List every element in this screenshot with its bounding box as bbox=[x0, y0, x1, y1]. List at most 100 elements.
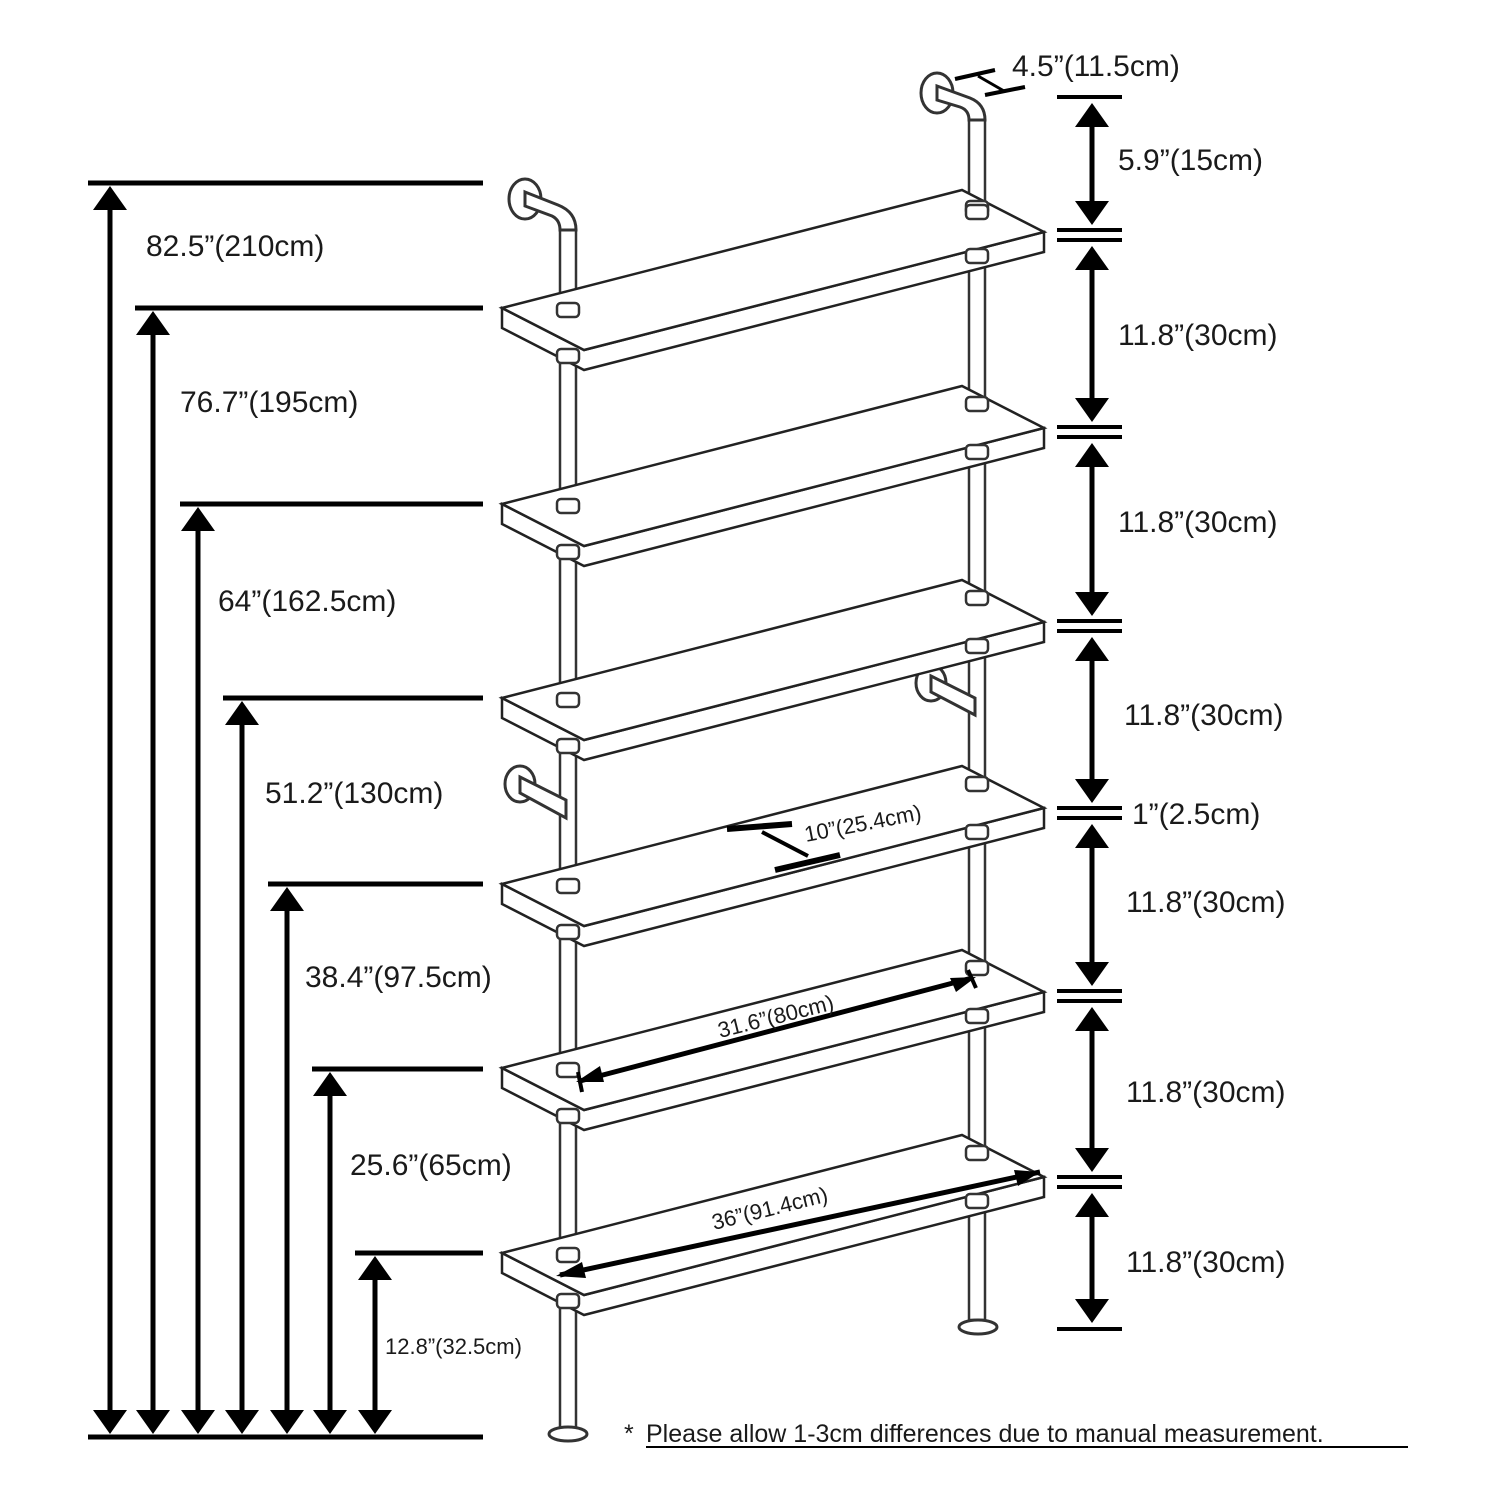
right-pipe-3 bbox=[967, 648, 987, 787]
top-depth-arrow bbox=[977, 74, 1005, 93]
height-arrowhead-top-7 bbox=[358, 1256, 392, 1280]
gap-6-arrowhead-top bbox=[1075, 1193, 1109, 1217]
height-arrowhead-top-6 bbox=[313, 1072, 347, 1096]
inner-width-arrow bbox=[579, 975, 973, 1084]
left-pipe-6 bbox=[558, 1300, 578, 1430]
height-arrowhead-bottom-4 bbox=[225, 1410, 259, 1434]
gap-dimensions bbox=[954, 68, 1122, 1331]
gap-5-arrowhead-bottom bbox=[1075, 1148, 1109, 1172]
height-arrowhead-top-3 bbox=[181, 507, 215, 531]
height-label-1: 82.5”(210cm) bbox=[146, 230, 324, 263]
outer-width-arrowhead-left bbox=[556, 1262, 586, 1278]
height-label-6: 25.6”(65cm) bbox=[350, 1149, 512, 1182]
left-coupler-bottom-1 bbox=[555, 347, 581, 365]
height-arrowhead-bottom-2 bbox=[136, 1410, 170, 1434]
depth-tick-top bbox=[726, 821, 793, 832]
height-label-2: 76.7”(195cm) bbox=[180, 386, 358, 419]
inner-width-arrowhead-right bbox=[950, 977, 976, 992]
inner-width-tick-right bbox=[966, 969, 978, 989]
left-coupler-bottom-2 bbox=[555, 543, 581, 561]
gap-label-6: 11.8”(30cm) bbox=[1126, 1246, 1286, 1279]
height-arrowhead-bottom-1 bbox=[93, 1410, 127, 1434]
shelf-top-6 bbox=[498, 1133, 1048, 1297]
gap-top-arrowhead-top bbox=[1075, 103, 1109, 127]
right-pipe-2 bbox=[967, 453, 987, 599]
left-coupler-bottom-5 bbox=[555, 1107, 581, 1125]
gap-label-4: 11.8”(30cm) bbox=[1126, 886, 1286, 919]
right-pipe-6 bbox=[967, 1203, 987, 1322]
shelf-structure bbox=[498, 71, 1048, 1443]
height-label-5: 38.4”(97.5cm) bbox=[305, 961, 492, 994]
gap-4-arrowhead-top bbox=[1075, 824, 1109, 848]
height-labels: 82.5”(210cm) 76.7”(195cm) 64”(162.5cm) 5… bbox=[146, 230, 522, 1359]
right-coupler-top-4 bbox=[964, 775, 990, 793]
outer-width-arrow bbox=[559, 1169, 1041, 1278]
top-depth-label: 4.5”(11.5cm) bbox=[1012, 50, 1180, 83]
right-coupler-bottom-2 bbox=[964, 443, 990, 461]
inner-width-arrowhead-left bbox=[576, 1066, 604, 1082]
right-coupler-bottom-5 bbox=[964, 1007, 990, 1025]
gap-label-1: 11.8”(30cm) bbox=[1118, 319, 1278, 352]
left-coupler-top-3 bbox=[555, 691, 581, 709]
top-gap-label: 5.9”(15cm) bbox=[1118, 144, 1263, 177]
height-arrowhead-top-2 bbox=[136, 311, 170, 335]
right-pipe-4 bbox=[967, 834, 987, 970]
top-depth-tick-1 bbox=[954, 68, 996, 81]
gap-label-5: 11.8”(30cm) bbox=[1126, 1076, 1286, 1109]
shelf-top-2 bbox=[498, 384, 1048, 548]
floor-flange-right bbox=[957, 1318, 999, 1336]
height-label-4: 51.2”(130cm) bbox=[265, 777, 443, 810]
thickness-label: 1”(2.5cm) bbox=[1132, 798, 1260, 831]
right-coupler-bottom-1 bbox=[964, 247, 990, 265]
gap-1-arrowhead-top bbox=[1075, 246, 1109, 270]
gap-labels: 4.5”(11.5cm) 5.9”(15cm) 11.8”(30cm) 11.8… bbox=[1012, 50, 1286, 1279]
gap-5-arrowhead-top bbox=[1075, 1007, 1109, 1031]
depth-arrow bbox=[761, 830, 809, 858]
left-coupler-top-4 bbox=[555, 877, 581, 895]
right-coupler-bottom-4 bbox=[964, 823, 990, 841]
left-coupler-bottom-6 bbox=[555, 1292, 581, 1310]
height-arrowhead-bottom-6 bbox=[313, 1410, 347, 1434]
right-pipe-5 bbox=[967, 1018, 987, 1152]
height-arrowhead-top-4 bbox=[225, 701, 259, 725]
shelf-top-1 bbox=[498, 188, 1048, 352]
right-coupler-top-2 bbox=[964, 395, 990, 413]
outer-width-arrowhead-right bbox=[1014, 1170, 1040, 1186]
gap-3-arrowhead-top bbox=[1075, 637, 1109, 661]
gap-2-arrowhead-bottom bbox=[1075, 592, 1109, 616]
height-arrowhead-bottom-5 bbox=[270, 1410, 304, 1434]
right-pipe-1 bbox=[967, 260, 987, 404]
gap-4-arrowhead-bottom bbox=[1075, 962, 1109, 986]
right-coupler-bottom-3 bbox=[964, 637, 990, 655]
height-label-7: 12.8”(32.5cm) bbox=[385, 1334, 522, 1359]
left-coupler-bottom-3 bbox=[555, 737, 581, 755]
shelf-top-4 bbox=[498, 764, 1048, 928]
elbow-top-right bbox=[935, 83, 987, 122]
height-arrowhead-top-5 bbox=[270, 887, 304, 911]
left-coupler-bottom-4 bbox=[555, 923, 581, 941]
footnote-text: Please allow 1-3cm differences due to ma… bbox=[646, 1420, 1324, 1448]
top-depth-tick-2 bbox=[984, 85, 1026, 97]
left-coupler-top-5 bbox=[555, 1061, 581, 1079]
shelf-measure-arrows bbox=[556, 821, 1041, 1278]
left-coupler-top-1 bbox=[555, 301, 581, 319]
gap-3-arrowhead-bottom bbox=[1075, 779, 1109, 803]
tee-mid-right bbox=[929, 673, 977, 718]
gap-6-arrowhead-bottom bbox=[1075, 1299, 1109, 1323]
inner-width-tick-left bbox=[576, 1071, 584, 1093]
gap-label-2: 11.8”(30cm) bbox=[1118, 506, 1278, 539]
floor-flange-left bbox=[547, 1425, 589, 1443]
depth-tick-bottom bbox=[774, 852, 841, 873]
elbow-top-left bbox=[523, 189, 578, 232]
left-coupler-top-2 bbox=[555, 497, 581, 515]
right-coupler-upper bbox=[964, 203, 990, 221]
gap-1-arrowhead-bottom bbox=[1075, 398, 1109, 422]
right-coupler-top-6 bbox=[964, 1144, 990, 1162]
right-coupler-bottom-6 bbox=[964, 1192, 990, 1210]
shelf-top-3 bbox=[498, 578, 1048, 742]
tee-mid-left bbox=[518, 774, 568, 821]
gap-top-arrowhead-bottom bbox=[1075, 201, 1109, 225]
gap-label-3: 11.8”(30cm) bbox=[1124, 699, 1284, 732]
footnote-asterisk: * bbox=[624, 1420, 634, 1448]
